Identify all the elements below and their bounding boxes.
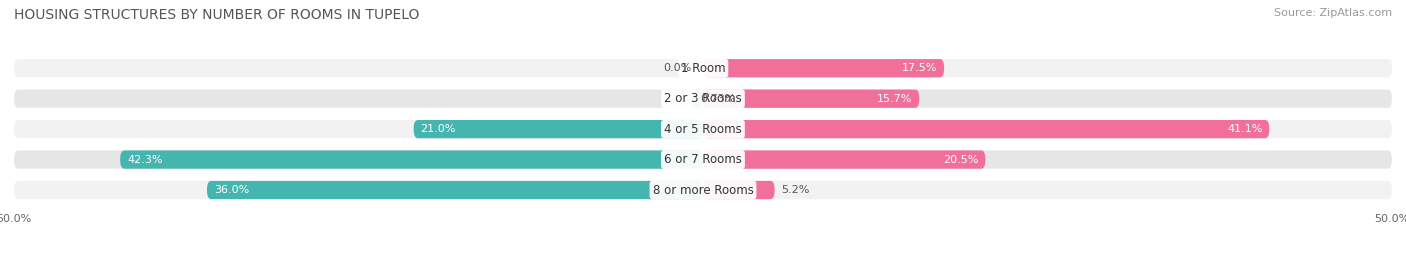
FancyBboxPatch shape bbox=[207, 181, 703, 199]
Text: 20.5%: 20.5% bbox=[943, 155, 979, 165]
Text: Source: ZipAtlas.com: Source: ZipAtlas.com bbox=[1274, 8, 1392, 18]
Text: HOUSING STRUCTURES BY NUMBER OF ROOMS IN TUPELO: HOUSING STRUCTURES BY NUMBER OF ROOMS IN… bbox=[14, 8, 419, 22]
FancyBboxPatch shape bbox=[703, 90, 920, 108]
Text: 41.1%: 41.1% bbox=[1227, 124, 1263, 134]
Legend: Owner-occupied, Renter-occupied: Owner-occupied, Renter-occupied bbox=[564, 264, 842, 269]
FancyBboxPatch shape bbox=[14, 90, 1392, 108]
Text: 0.0%: 0.0% bbox=[664, 63, 692, 73]
FancyBboxPatch shape bbox=[413, 120, 703, 138]
Text: 0.73%: 0.73% bbox=[700, 94, 735, 104]
Text: 1 Room: 1 Room bbox=[681, 62, 725, 75]
FancyBboxPatch shape bbox=[14, 181, 1392, 199]
FancyBboxPatch shape bbox=[14, 120, 1392, 138]
FancyBboxPatch shape bbox=[703, 59, 945, 77]
Text: 5.2%: 5.2% bbox=[782, 185, 810, 195]
FancyBboxPatch shape bbox=[703, 181, 775, 199]
Text: 4 or 5 Rooms: 4 or 5 Rooms bbox=[664, 123, 742, 136]
Text: 21.0%: 21.0% bbox=[420, 124, 456, 134]
Text: 15.7%: 15.7% bbox=[877, 94, 912, 104]
Text: 42.3%: 42.3% bbox=[127, 155, 163, 165]
Text: 17.5%: 17.5% bbox=[901, 63, 938, 73]
Text: 8 or more Rooms: 8 or more Rooms bbox=[652, 183, 754, 197]
FancyBboxPatch shape bbox=[120, 150, 703, 169]
FancyBboxPatch shape bbox=[14, 59, 1392, 77]
FancyBboxPatch shape bbox=[703, 150, 986, 169]
FancyBboxPatch shape bbox=[693, 90, 703, 108]
Text: 2 or 3 Rooms: 2 or 3 Rooms bbox=[664, 92, 742, 105]
Text: 36.0%: 36.0% bbox=[214, 185, 249, 195]
FancyBboxPatch shape bbox=[703, 120, 1270, 138]
Text: 6 or 7 Rooms: 6 or 7 Rooms bbox=[664, 153, 742, 166]
FancyBboxPatch shape bbox=[14, 150, 1392, 169]
